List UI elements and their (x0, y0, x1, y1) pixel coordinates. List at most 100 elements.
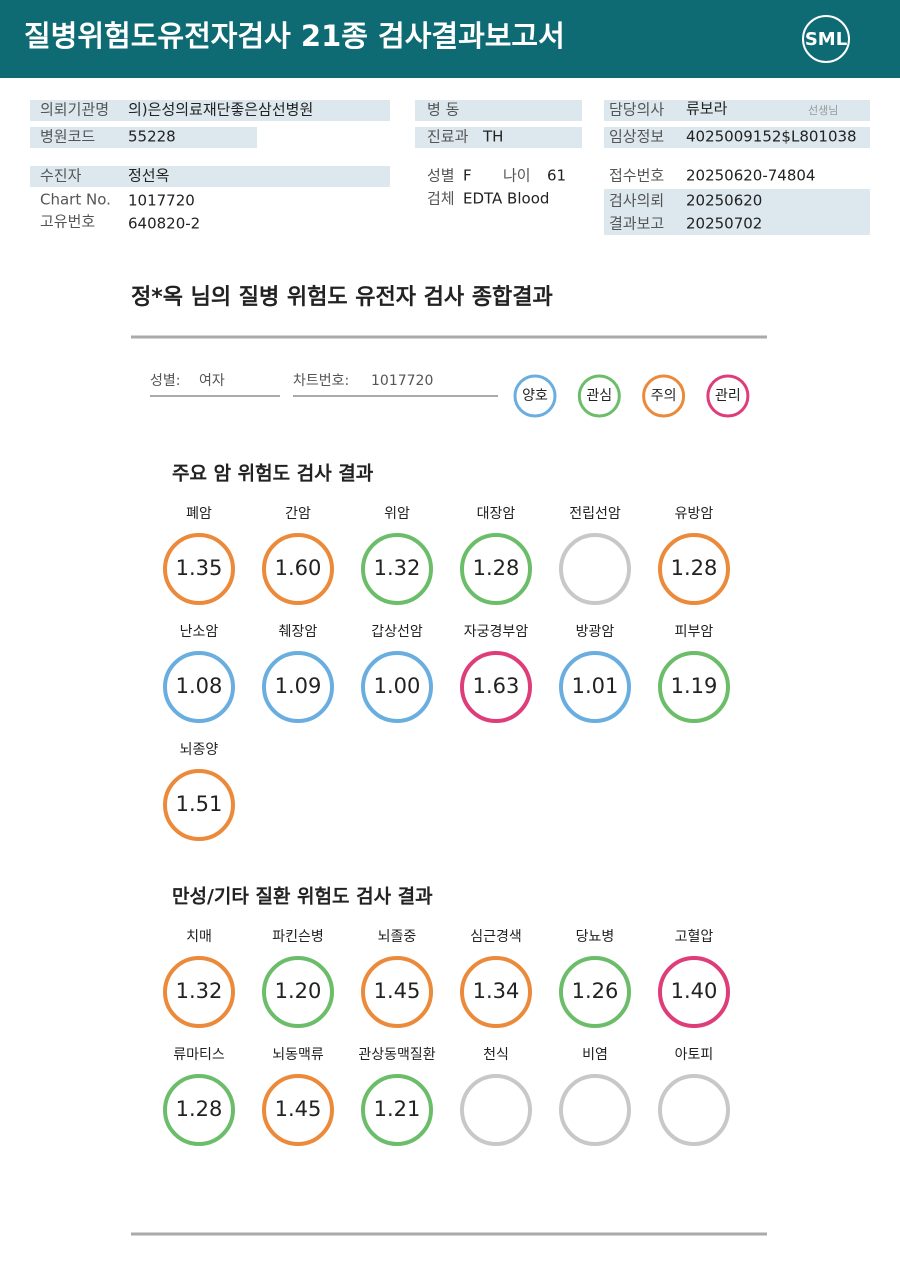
summary-title: 정*옥 님의 질병 위험도 유전자 검사 종합결과 (131, 284, 553, 310)
risk-circle (658, 1074, 730, 1146)
item-name: 전립선암 (569, 506, 621, 522)
risk-value: 1.60 (275, 556, 322, 580)
info-label: 임상정보 (609, 128, 664, 146)
risk-value: 1.28 (176, 1097, 223, 1121)
risk-circle (361, 1074, 433, 1146)
risk-circle (559, 956, 631, 1028)
info-value: TH (482, 128, 503, 146)
info-value: 4025009152$L801038 (686, 128, 857, 146)
item-name: 자궁경부암 (464, 624, 529, 640)
risk-circle (559, 533, 631, 605)
info-value: F (463, 167, 472, 185)
risk-circle (163, 651, 235, 723)
info-suffix: 선생님 (808, 104, 838, 117)
item-name: 고혈압 (675, 929, 714, 945)
risk-value: 1.40 (671, 979, 718, 1003)
logo: SML (805, 29, 847, 50)
risk-circle (559, 651, 631, 723)
risk-circle (163, 533, 235, 605)
info-label: 의뢰기관명 (40, 101, 109, 119)
item-name: 유방암 (675, 506, 714, 522)
sex-value: 여자 (199, 373, 225, 389)
item-name: 천식 (483, 1047, 509, 1063)
info-bg (30, 166, 390, 187)
item-name: 간암 (285, 506, 311, 522)
info-block: 의뢰기관명 의)은성의료재단좋은삼선병원 병원코드 55228 수진자 정선옥 … (30, 100, 870, 235)
info-label: 병 동 (427, 101, 460, 119)
info-label: 결과보고 (609, 215, 664, 233)
risk-circle (262, 533, 334, 605)
info-label: 수진자 (40, 167, 82, 185)
sex-label: 성별: (150, 373, 180, 389)
risk-circle (262, 956, 334, 1028)
info-value: 의)은성의료재단좋은삼선병원 (128, 101, 313, 119)
risk-circle (163, 956, 235, 1028)
chart-label: 차트번호: (293, 373, 349, 389)
risk-value: 1.01 (572, 674, 619, 698)
item-name: 심근경색 (470, 929, 522, 945)
info-value: 640820-2 (128, 215, 200, 233)
item-name: 비염 (582, 1047, 608, 1063)
item-name: 대장암 (477, 506, 516, 522)
info-label: 진료과 (427, 128, 469, 146)
info-bg (415, 100, 582, 121)
risk-circle (658, 533, 730, 605)
legend-circle (577, 374, 621, 418)
risk-value: 1.51 (176, 792, 223, 816)
risk-circle (559, 1074, 631, 1146)
info-value: 20250702 (686, 215, 762, 233)
item-name: 방광암 (576, 624, 615, 640)
legend-circle (513, 374, 557, 418)
risk-value: 1.34 (473, 979, 520, 1003)
legend-label: 양호 (522, 388, 548, 404)
chart-value: 1017720 (371, 373, 433, 389)
info-value: EDTA Blood (463, 190, 549, 208)
item-name: 파킨슨병 (272, 929, 324, 945)
legend-circle (706, 374, 750, 418)
risk-value: 1.09 (275, 674, 322, 698)
risk-value: 1.45 (275, 1097, 322, 1121)
risk-circle (361, 533, 433, 605)
item-name: 류마티스 (173, 1047, 225, 1063)
info-bg (604, 127, 870, 148)
risk-value: 1.45 (374, 979, 421, 1003)
legend-label: 주의 (651, 388, 677, 404)
risk-value: 1.35 (176, 556, 223, 580)
section-title: 만성/기타 질환 위험도 검사 결과 (172, 886, 433, 908)
info-value: 정선옥 (128, 167, 169, 185)
section-title: 주요 암 위험도 검사 결과 (172, 463, 374, 485)
info-label: 검사의뢰 (609, 192, 664, 210)
info-bg (30, 127, 257, 148)
legend-label: 관심 (586, 388, 612, 404)
info-value: 1017720 (128, 192, 195, 210)
legend-circle (642, 374, 686, 418)
risk-circle (361, 956, 433, 1028)
item-name: 당뇨병 (576, 929, 615, 945)
risk-value: 1.26 (572, 979, 619, 1003)
risk-circle (262, 651, 334, 723)
risk-value: 1.20 (275, 979, 322, 1003)
item-name: 뇌졸중 (378, 929, 417, 945)
risk-value: 1.08 (176, 674, 223, 698)
info-label: 담당의사 (609, 101, 664, 119)
item-name: 폐암 (186, 506, 212, 522)
info-bg (604, 189, 870, 235)
risk-circle (460, 956, 532, 1028)
item-name: 관상동맥질환 (358, 1047, 435, 1063)
item-name: 갑상선암 (371, 624, 423, 640)
logo-ring (802, 15, 850, 63)
info-label: 성별 (427, 167, 455, 185)
item-name: 뇌종양 (180, 742, 219, 758)
item-name: 위암 (384, 506, 410, 522)
item-name: 피부암 (675, 624, 714, 640)
risk-circle (658, 956, 730, 1028)
risk-value: 1.32 (374, 556, 421, 580)
report-title: 질병위험도유전자검사 21종 검사결과보고서 (24, 19, 565, 53)
info-label: 접수번호 (609, 167, 664, 185)
item-name: 난소암 (180, 624, 219, 640)
risk-value: 1.00 (374, 674, 421, 698)
risk-value: 1.19 (671, 674, 718, 698)
info-value: 20250620-74804 (686, 167, 815, 185)
info-bg (415, 127, 582, 148)
